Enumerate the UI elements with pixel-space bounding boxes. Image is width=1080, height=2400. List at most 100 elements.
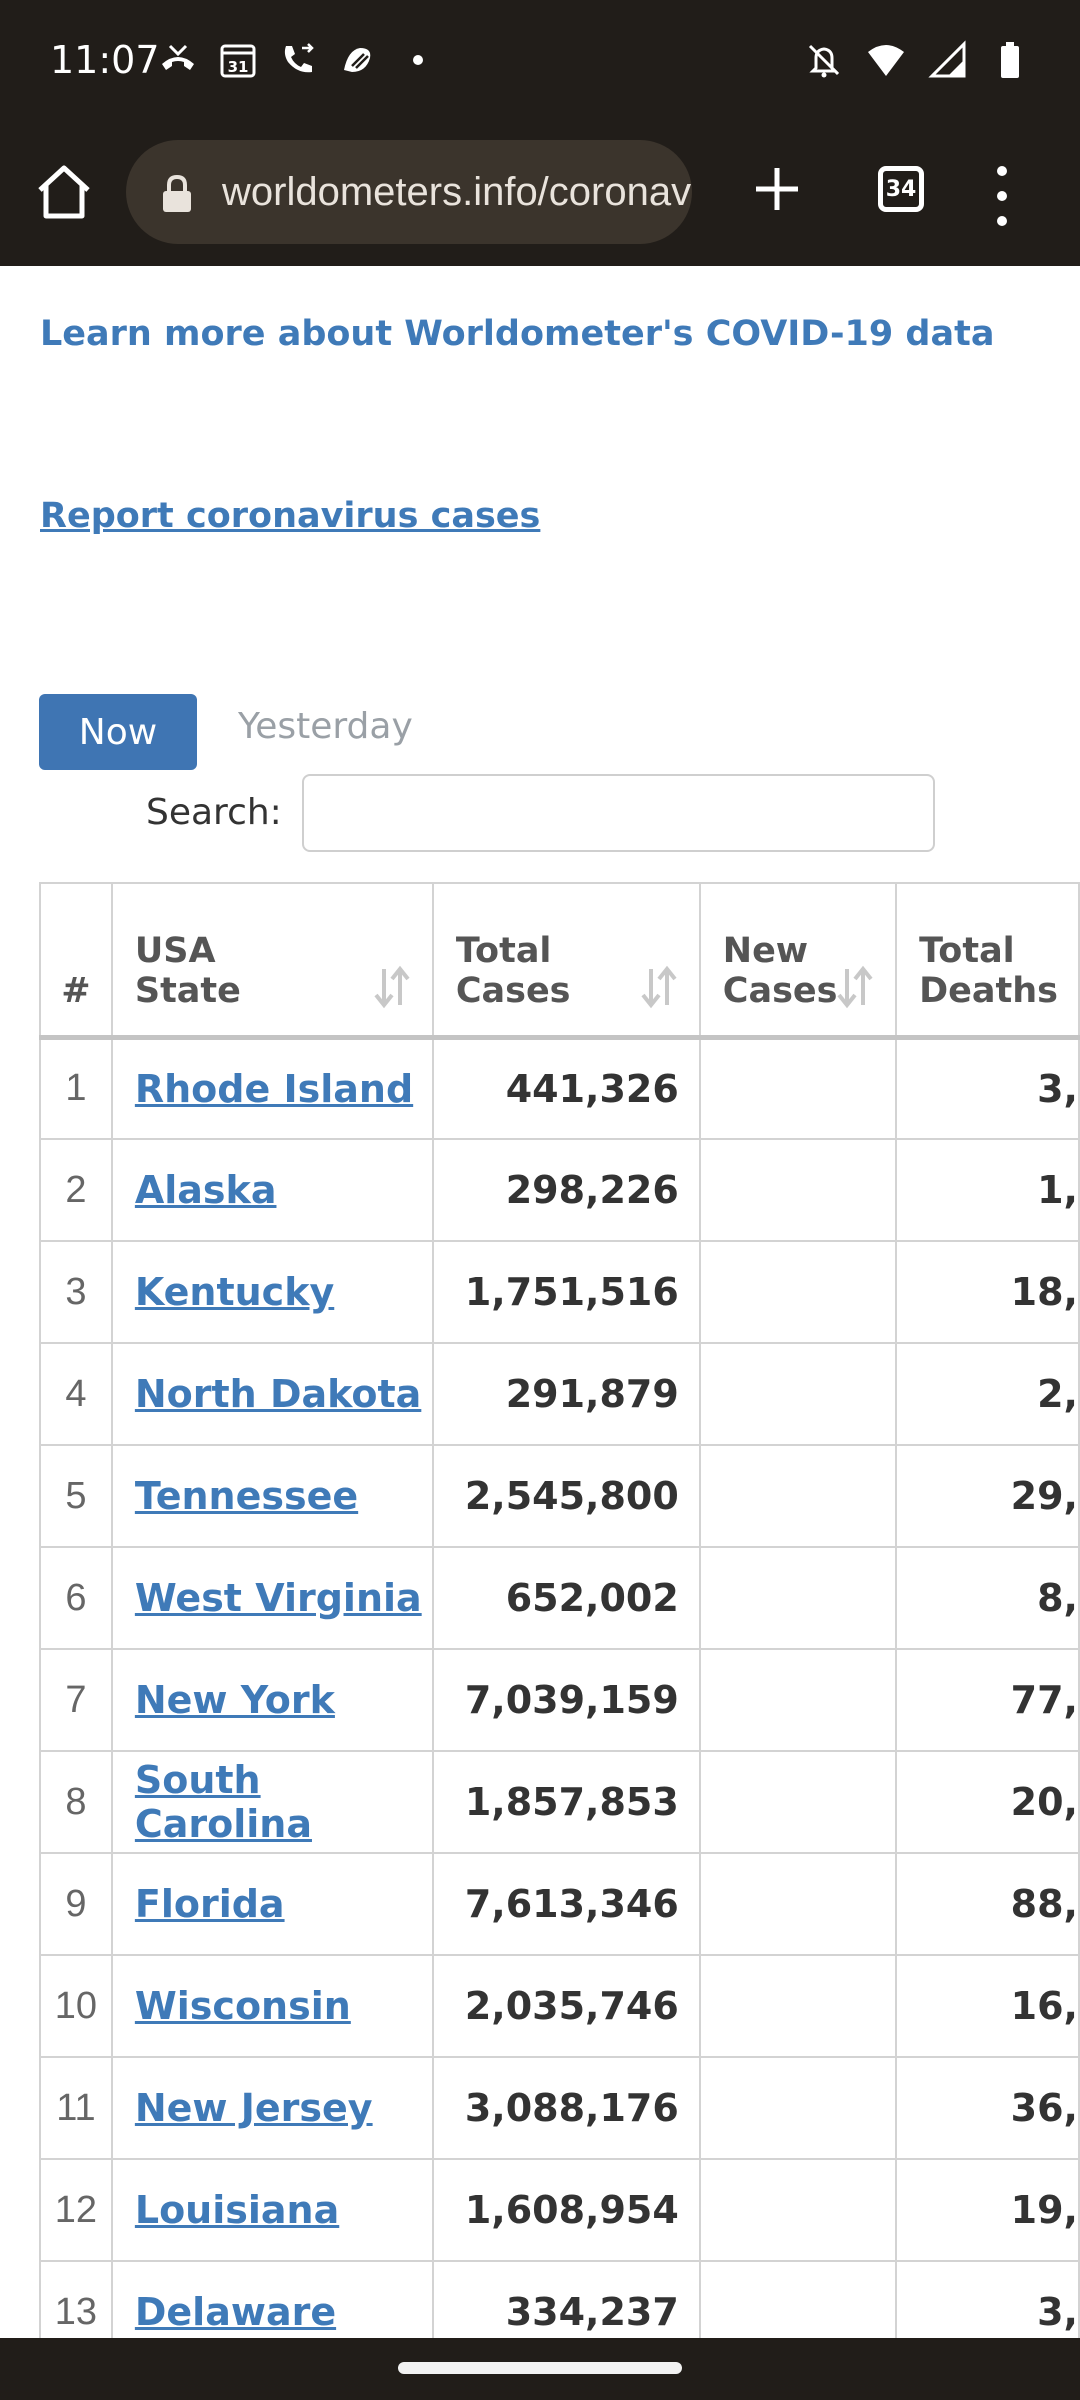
row-index: 7 [39,1648,113,1752]
signal-icon [928,40,968,80]
new-cases-cell [698,1138,898,1242]
total-deaths-cell: 18, [895,1240,1080,1344]
total-cases-cell: 7,613,346 [431,1852,701,1956]
header-number: # [39,882,113,1040]
state-link[interactable]: Florida [134,1882,285,1926]
home-gesture-handle[interactable] [398,2362,682,2374]
url-bar[interactable]: worldometers.info/coronavirus/country/us… [126,140,692,244]
total-cases-cell: 334,237 [431,2260,701,2338]
state-cell: Tennessee [110,1444,434,1548]
tab-now[interactable]: Now [39,694,197,770]
new-cases-cell [698,1342,898,1446]
new-cases-cell [698,1852,898,1956]
total-cases-cell: 7,039,159 [431,1648,701,1752]
table-row: 2 Alaska 298,226 1, [39,1138,1080,1242]
call-forward-icon [278,40,318,80]
battery-icon [990,40,1030,80]
state-cell: Kentucky [110,1240,434,1344]
state-cell: North Dakota [110,1342,434,1446]
total-deaths-cell: 2, [895,1342,1080,1446]
table-row: 3 Kentucky 1,751,516 18, [39,1240,1080,1344]
browser-chrome: 11:07 31 [0,0,1080,266]
total-deaths-cell: 8, [895,1546,1080,1650]
state-link[interactable]: New York [134,1678,335,1722]
total-cases-cell: 1,857,853 [431,1750,701,1854]
state-link[interactable]: Louisiana [134,2188,340,2232]
total-cases-cell: 1,751,516 [431,1240,701,1344]
header-state[interactable]: USA State [110,882,434,1040]
total-cases-cell: 652,002 [431,1546,701,1650]
state-link[interactable]: Alaska [134,1168,277,1212]
total-deaths-cell: 77, [895,1648,1080,1752]
table-header-row: # USA State Total Cases New Cases [39,882,1080,1040]
new-tab-button[interactable] [748,160,806,218]
sort-icon [837,965,873,1008]
home-icon [38,165,90,219]
header-state-line1: USA [134,930,216,971]
header-total-deaths[interactable]: Total Deaths [895,882,1080,1040]
row-index: 8 [39,1750,113,1854]
state-link[interactable]: West Virginia [134,1576,422,1620]
menu-dot-icon [997,191,1007,201]
table-row: 6 West Virginia 652,002 8, [39,1546,1080,1650]
header-total-cases[interactable]: Total Cases [431,882,701,1040]
state-cell: Louisiana [110,2158,434,2262]
header-total-deaths-line1: Total [919,930,1015,971]
total-deaths-cell: 20, [895,1750,1080,1854]
header-total-cases-line2: Cases [455,970,571,1011]
state-cell: Florida [110,1852,434,1956]
total-deaths-cell: 29, [895,1444,1080,1548]
total-cases-cell: 3,088,176 [431,2056,701,2160]
calendar-icon: 31 [218,40,258,80]
table-row: 11 New Jersey 3,088,176 36, [39,2056,1080,2160]
status-bar: 11:07 31 [0,0,1080,120]
row-index: 6 [39,1546,113,1650]
report-cases-link[interactable]: Report coronavirus cases [40,496,541,536]
search-label: Search: [146,792,282,833]
tab-switcher-button[interactable]: 34 [878,166,924,212]
new-cases-cell [698,1954,898,2058]
states-table: # USA State Total Cases New Cases [39,882,1080,2338]
learn-more-link[interactable]: Learn more about Worldometer's COVID-19 … [40,314,995,354]
state-link[interactable]: Rhode Island [134,1066,414,1111]
state-link[interactable]: South Carolina [134,1758,312,1846]
state-link[interactable]: New Jersey [134,2086,373,2130]
overflow-menu-button[interactable] [992,166,1012,226]
row-index: 11 [39,2056,113,2160]
search-input[interactable] [302,774,935,852]
menu-dot-icon [997,216,1007,226]
browser-toolbar: worldometers.info/coronavirus/country/us… [0,130,1080,266]
state-link[interactable]: North Dakota [134,1372,422,1416]
header-new-cases-line2: Cases [722,970,838,1011]
new-cases-cell [698,2158,898,2262]
row-index: 10 [39,1954,113,2058]
total-cases-cell: 2,545,800 [431,1444,701,1548]
header-new-cases[interactable]: New Cases [698,882,898,1040]
table-row: 10 Wisconsin 2,035,746 16, [39,1954,1080,2058]
total-cases-cell: 441,326 [431,1036,701,1140]
state-cell: West Virginia [110,1546,434,1650]
new-cases-cell [698,1444,898,1548]
state-link[interactable]: Delaware [134,2290,337,2334]
total-deaths-cell: 3, [895,2260,1080,2338]
state-cell: Alaska [110,1138,434,1242]
table-row: 1 Rhode Island 441,326 3, [39,1036,1080,1140]
row-index: 1 [39,1036,113,1140]
table-row: 13 Delaware 334,237 3, [39,2260,1080,2338]
state-link[interactable]: Tennessee [134,1474,359,1518]
row-index: 12 [39,2158,113,2262]
state-link[interactable]: Wisconsin [134,1984,351,2028]
gesture-nav-bar [0,2338,1080,2400]
sort-icon [641,965,677,1008]
total-deaths-cell: 88, [895,1852,1080,1956]
state-cell: New York [110,1648,434,1752]
header-total-cases-line1: Total [455,930,552,971]
state-cell: Delaware [110,2260,434,2338]
state-link[interactable]: Kentucky [134,1270,335,1314]
tab-yesterday[interactable]: Yesterday [238,706,413,747]
table-row: 4 North Dakota 291,879 2, [39,1342,1080,1446]
home-button[interactable] [32,160,96,224]
new-cases-cell [698,2260,898,2338]
app-icon [338,40,378,80]
plus-icon [756,168,798,210]
